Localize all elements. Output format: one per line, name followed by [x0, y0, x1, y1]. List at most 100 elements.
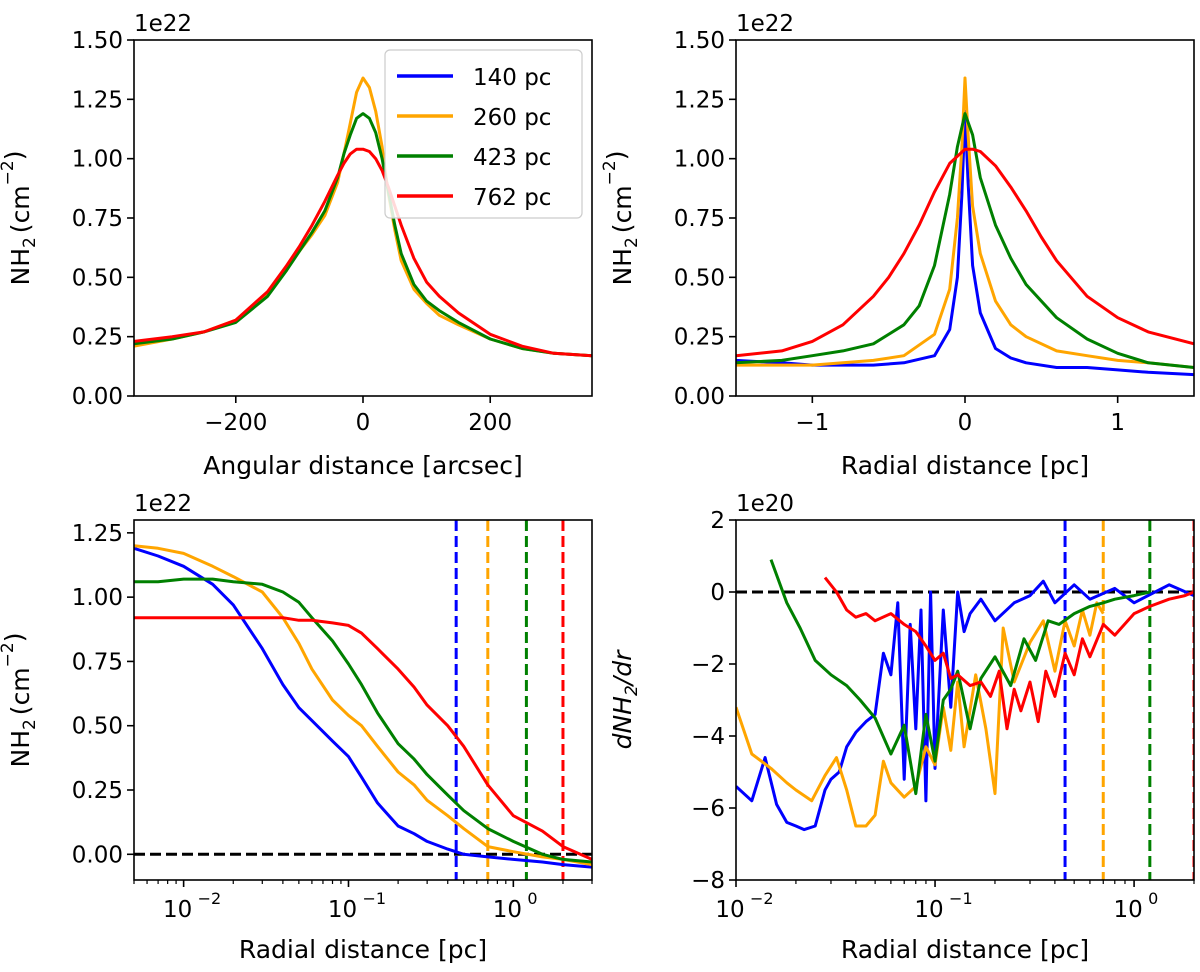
y-axis-label-ylabel-close: )	[0, 632, 29, 642]
y-tick-label: 0.00	[72, 384, 123, 410]
y-tick-label: 1.00	[72, 585, 123, 611]
x-tick-label: 10	[328, 897, 357, 923]
y-tick-label: 1.25	[72, 521, 123, 547]
x-tick-label: 10	[715, 897, 744, 923]
y-tick-label: 0.25	[72, 325, 123, 351]
y-tick-label: 1.25	[72, 87, 123, 113]
x-tick-label: −200	[204, 410, 267, 436]
y-axis-label-ylabel-sub: 2	[20, 237, 40, 248]
x-tick-label: 10	[163, 897, 192, 923]
y-axis-label-ylabel-sub: 2	[622, 237, 642, 248]
y-tick-label: −4	[691, 724, 725, 750]
y-tick-label: 1.00	[72, 147, 123, 173]
y-axis-label-ylabel-unit: (cm	[6, 667, 35, 715]
series-line-140-pc	[134, 546, 592, 869]
series-line-423-pc	[736, 112, 1194, 369]
y-axis-label: dNH2/dr	[608, 649, 642, 749]
axis-offset-label: 1e20	[736, 491, 794, 517]
y-axis-label-ylabel-sup: −2	[0, 160, 18, 185]
x-tick-exponent: −2	[198, 889, 222, 908]
plot-area-tr	[736, 76, 1194, 377]
y-tick-label: −6	[691, 796, 725, 822]
x-tick-exponent: −1	[949, 889, 973, 908]
series-line-260-pc	[736, 76, 1194, 369]
series-line-423-pc	[769, 559, 1151, 796]
y-axis-label-ylabel-sup: −2	[600, 160, 620, 185]
y-tick-label: 0.25	[674, 325, 725, 351]
panel-tr: 0.00 0.25 0.50 0.75 1.00 1.25 1.50 −1 0 1 1e22 Radi…	[600, 11, 1195, 480]
x-axis-label: Radial distance [pc]	[841, 451, 1089, 480]
axes-frame	[735, 519, 1195, 881]
y-tick-label: 0.75	[674, 206, 725, 232]
x-tick-label: 10	[1113, 897, 1142, 923]
legend-box	[384, 49, 583, 219]
y-axis-label: NH2 (cm−2)	[0, 632, 40, 767]
y-tick-label: 1.25	[674, 87, 725, 113]
panel-br: −8 −6 −4 −2 0 2 10 −2 10 −1 10 0 1e20 Radial distance…	[608, 491, 1195, 964]
series-line-762-pc	[823, 576, 1194, 731]
series-line-762-pc	[134, 147, 592, 358]
x-tick-exponent: 0	[1148, 889, 1158, 908]
panel-bl: 0.00 0.25 0.50 0.75 1.00 1.25 10 −2 10 −1 10 0 1e22 R…	[0, 491, 593, 964]
x-tick-label: 1	[1110, 410, 1125, 436]
y-axis-label-ylabel-unit: /dr	[608, 649, 637, 687]
y-tick-label: 0.75	[72, 206, 123, 232]
y-tick-label: 0.00	[674, 384, 725, 410]
y-tick-label: 2	[710, 508, 725, 534]
y-axis-label-ylabel: dNH	[608, 696, 637, 750]
x-tick-exponent: −1	[362, 889, 386, 908]
y-axis-label-ylabel-close: )	[0, 150, 29, 160]
legend-label: 140 pc	[473, 65, 551, 91]
y-axis-label: NH2 (cm−2)	[600, 150, 642, 285]
legend-label: 260 pc	[473, 105, 551, 131]
y-axis-label-ylabel-close: )	[602, 150, 631, 160]
series-line-260-pc	[134, 544, 592, 867]
x-tick-label: 200	[468, 410, 512, 436]
series-line-762-pc	[736, 147, 1194, 358]
y-tick-label: 0.50	[72, 714, 123, 740]
y-axis-label-ylabel-unit: (cm	[6, 185, 35, 233]
series-line-423-pc	[134, 577, 592, 864]
y-tick-label: 0.50	[72, 265, 123, 291]
y-tick-label: 0	[710, 580, 725, 606]
x-tick-label: 0	[356, 410, 371, 436]
legend-label: 423 pc	[473, 145, 551, 171]
legend-label: 762 pc	[473, 185, 551, 211]
x-axis-label: Radial distance [pc]	[841, 935, 1089, 964]
y-tick-label: 1.50	[674, 28, 725, 54]
x-axis-label: Radial distance [pc]	[239, 935, 487, 964]
panel-tl: 0.00 0.25 0.50 0.75 1.00 1.25 1.50 −200 0 200 1e22…	[0, 11, 593, 480]
legend: 140 pc 260 pc 423 pc 762 pc	[384, 49, 583, 219]
axis-offset-label: 1e22	[736, 11, 794, 37]
x-tick-label: 0	[958, 410, 973, 436]
y-tick-label: 0.75	[72, 649, 123, 675]
y-tick-label: 0.50	[674, 265, 725, 291]
axis-offset-label: 1e22	[134, 11, 192, 37]
y-axis-label-ylabel: NH	[6, 248, 35, 286]
x-tick-exponent: 0	[527, 889, 537, 908]
x-tick-exponent: −2	[750, 889, 774, 908]
series-line-423-pc	[134, 112, 592, 358]
y-axis-label: NH2 (cm−2)	[0, 150, 40, 285]
x-tick-label: −1	[795, 410, 829, 436]
series-line-140-pc	[736, 109, 1194, 377]
y-tick-label: 1.00	[674, 147, 725, 173]
y-tick-label: 0.00	[72, 842, 123, 868]
y-axis-label-ylabel-unit: (cm	[608, 185, 637, 233]
y-tick-label: −8	[691, 868, 725, 894]
y-tick-label: 1.50	[72, 28, 123, 54]
y-tick-label: −2	[691, 652, 725, 678]
y-axis-label-ylabel: NH	[608, 248, 637, 286]
series-line-140-pc	[736, 579, 1194, 832]
x-axis-label: Angular distance [arcsec]	[203, 451, 522, 480]
y-axis-label-ylabel: NH	[6, 730, 35, 768]
series-line-762-pc	[134, 616, 592, 861]
plot-area-tl	[134, 76, 592, 358]
plot-area-bl	[134, 520, 592, 880]
y-axis-label-ylabel-sub: 2	[622, 685, 642, 696]
x-tick-label: 10	[914, 897, 943, 923]
y-axis-label-ylabel-sup: −2	[0, 642, 18, 667]
y-axis-label-ylabel-sub: 2	[20, 719, 40, 730]
y-tick-label: 0.25	[72, 778, 123, 804]
